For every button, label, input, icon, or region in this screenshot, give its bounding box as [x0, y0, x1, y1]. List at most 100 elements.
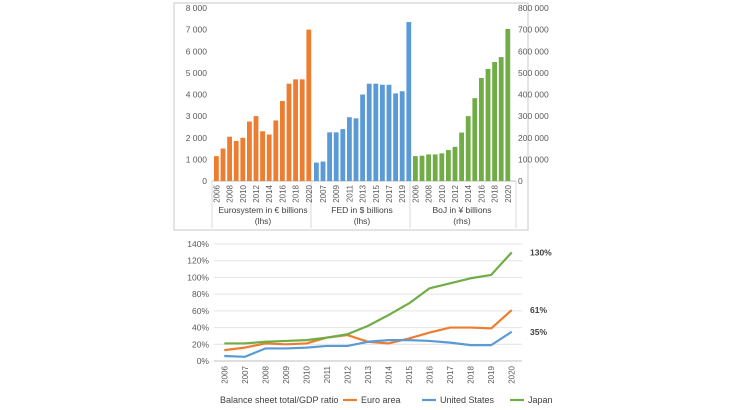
eurosystem-bar: [227, 136, 232, 181]
left-axis-tick-label: 3 000: [186, 111, 208, 121]
eurosystem-year-label: 2020: [305, 184, 314, 202]
legend-label: United States: [440, 395, 495, 405]
united-states-end-label: 35%: [530, 327, 547, 337]
fed-year-label: 2007: [319, 184, 328, 202]
line-chart-title: Balance sheet total/GDP ratio: [220, 395, 338, 405]
legend-label: Euro area: [361, 395, 401, 405]
right-axis-tick-label: 400 000: [518, 90, 549, 100]
united-states-line: [224, 330, 513, 358]
boj-bar: [498, 57, 504, 182]
x-tick-label: 2010: [302, 365, 311, 383]
fed-year-label: 2009: [332, 184, 341, 202]
eurosystem-year-label: 2016: [278, 184, 287, 202]
eurosystem-bar: [247, 121, 252, 181]
left-axis-tick-label: 1 000: [186, 154, 208, 164]
x-tick-label: 2006: [220, 365, 229, 383]
boj-bar: [459, 132, 464, 181]
left-axis-tick-label: 0: [202, 176, 207, 186]
right-axis-tick-label: 100 000: [518, 154, 549, 164]
fed-bar: [353, 118, 359, 181]
boj-bar: [446, 150, 451, 181]
left-axis-tick-label: 6 000: [186, 46, 208, 56]
fed-bar: [360, 94, 365, 181]
bar-group-labels: Eurosystem in € billions (lhs) FED in $ …: [218, 205, 491, 226]
fed-bar: [320, 161, 326, 181]
eurosystem-bar: [266, 134, 272, 181]
boj-bar: [505, 28, 511, 182]
y-tick-label: 20%: [192, 339, 209, 349]
eurosystem-year-label: 2010: [239, 184, 248, 202]
eurosystem-year-label: 2008: [226, 184, 235, 202]
boj-year-label: 2010: [438, 184, 447, 202]
fed-year-label: 2013: [359, 184, 368, 202]
boj-year-label: 2018: [491, 184, 500, 202]
boj-bar: [479, 78, 484, 181]
boj-bar: [465, 116, 471, 182]
boj-year-label: 2016: [477, 184, 486, 202]
y-tick-label: 80%: [192, 289, 209, 299]
left-axis-ticks: 0 1 000 2 000 3 000 4 000 5 000 6 000 7 000 8 00…: [186, 3, 208, 186]
x-tick-label: 2012: [343, 365, 352, 383]
eurosystem-bar: [260, 131, 265, 181]
x-tick-label: 2014: [385, 365, 394, 383]
right-axis-ticks: 0 100 000 200 000 300 000 400 000 500 000 600 …: [518, 3, 549, 186]
eurosystem-label-line2: (lhs): [255, 216, 272, 226]
legend-items: Euro area United States Japan: [343, 395, 553, 405]
line-chart-legend: Balance sheet total/GDP ratio Euro area U…: [220, 395, 553, 405]
x-tick-label: 2011: [323, 365, 332, 383]
y-tick-label: 140%: [187, 239, 209, 249]
boj-bar: [492, 62, 497, 182]
fed-year-label: 2019: [398, 184, 407, 202]
left-axis-tick-label: 8 000: [186, 3, 208, 13]
boj-year-label: 2020: [504, 184, 513, 202]
line-chart-series: [224, 251, 513, 358]
boj-year-label: 2014: [464, 184, 473, 202]
fed-bar: [393, 93, 398, 181]
eurosystem-year-label: 2006: [212, 184, 221, 202]
eurosystem-bar: [240, 137, 246, 181]
line-chart-y-ticks: 0% 20% 40% 60% 80% 100% 120% 140%: [187, 239, 209, 366]
fed-bars: [314, 22, 412, 182]
eurosystem-year-label: 2012: [252, 184, 261, 202]
japan-line: [224, 251, 513, 345]
right-axis-tick-label: 800 000: [518, 3, 549, 13]
eurosystem-bar: [273, 120, 279, 181]
boj-bar: [472, 98, 478, 181]
fed-year-label: 2015: [372, 184, 381, 202]
bar-chart-panel: 0 1 000 2 000 3 000 4 000 5 000 6 000 7 000 8 00…: [173, 2, 549, 231]
fed-label-line1: FED in $ billions: [331, 205, 392, 215]
fed-bar: [347, 117, 352, 181]
boj-bar: [439, 153, 445, 181]
boj-bar: [485, 68, 491, 181]
fed-bar: [399, 91, 405, 181]
x-tick-label: 2016: [426, 365, 435, 383]
fed-year-label: 2011: [345, 184, 354, 202]
right-axis-tick-label: 500 000: [518, 68, 549, 78]
line-chart-panel: 0%20%40%60%80%100%120%140% 2006 2007 2008 2…: [187, 239, 552, 405]
eurosystem-bar: [220, 148, 226, 181]
eurosystem-label-line1: Eurosystem in € billions: [218, 205, 307, 215]
y-tick-label: 0%: [197, 356, 210, 366]
eurosystem-bar: [286, 83, 292, 181]
fed-label-line2: (lhs): [354, 216, 371, 226]
fed-bar: [386, 84, 392, 181]
eurosystem-year-label: 2018: [292, 184, 301, 202]
boj-bar: [413, 156, 418, 181]
fed-bar: [373, 83, 379, 181]
y-tick-label: 60%: [192, 306, 209, 316]
boj-bar: [452, 146, 458, 181]
eurosystem-bar: [280, 100, 285, 181]
left-axis-tick-label: 4 000: [186, 90, 208, 100]
right-axis-tick-label: 200 000: [518, 133, 549, 143]
fed-year-label: 2017: [385, 184, 394, 202]
boj-bar: [426, 154, 431, 181]
euro-area-end-label: 61%: [530, 305, 547, 315]
bar-groups: [211, 22, 517, 228]
x-tick-label: 2017: [446, 365, 455, 383]
x-tick-label: 2015: [405, 365, 414, 383]
line-chart-end-labels: 61% 35% 130%: [530, 247, 552, 336]
x-tick-label: 2008: [261, 365, 270, 383]
eurosystem-bar: [214, 156, 219, 181]
fed-bar: [366, 83, 372, 181]
